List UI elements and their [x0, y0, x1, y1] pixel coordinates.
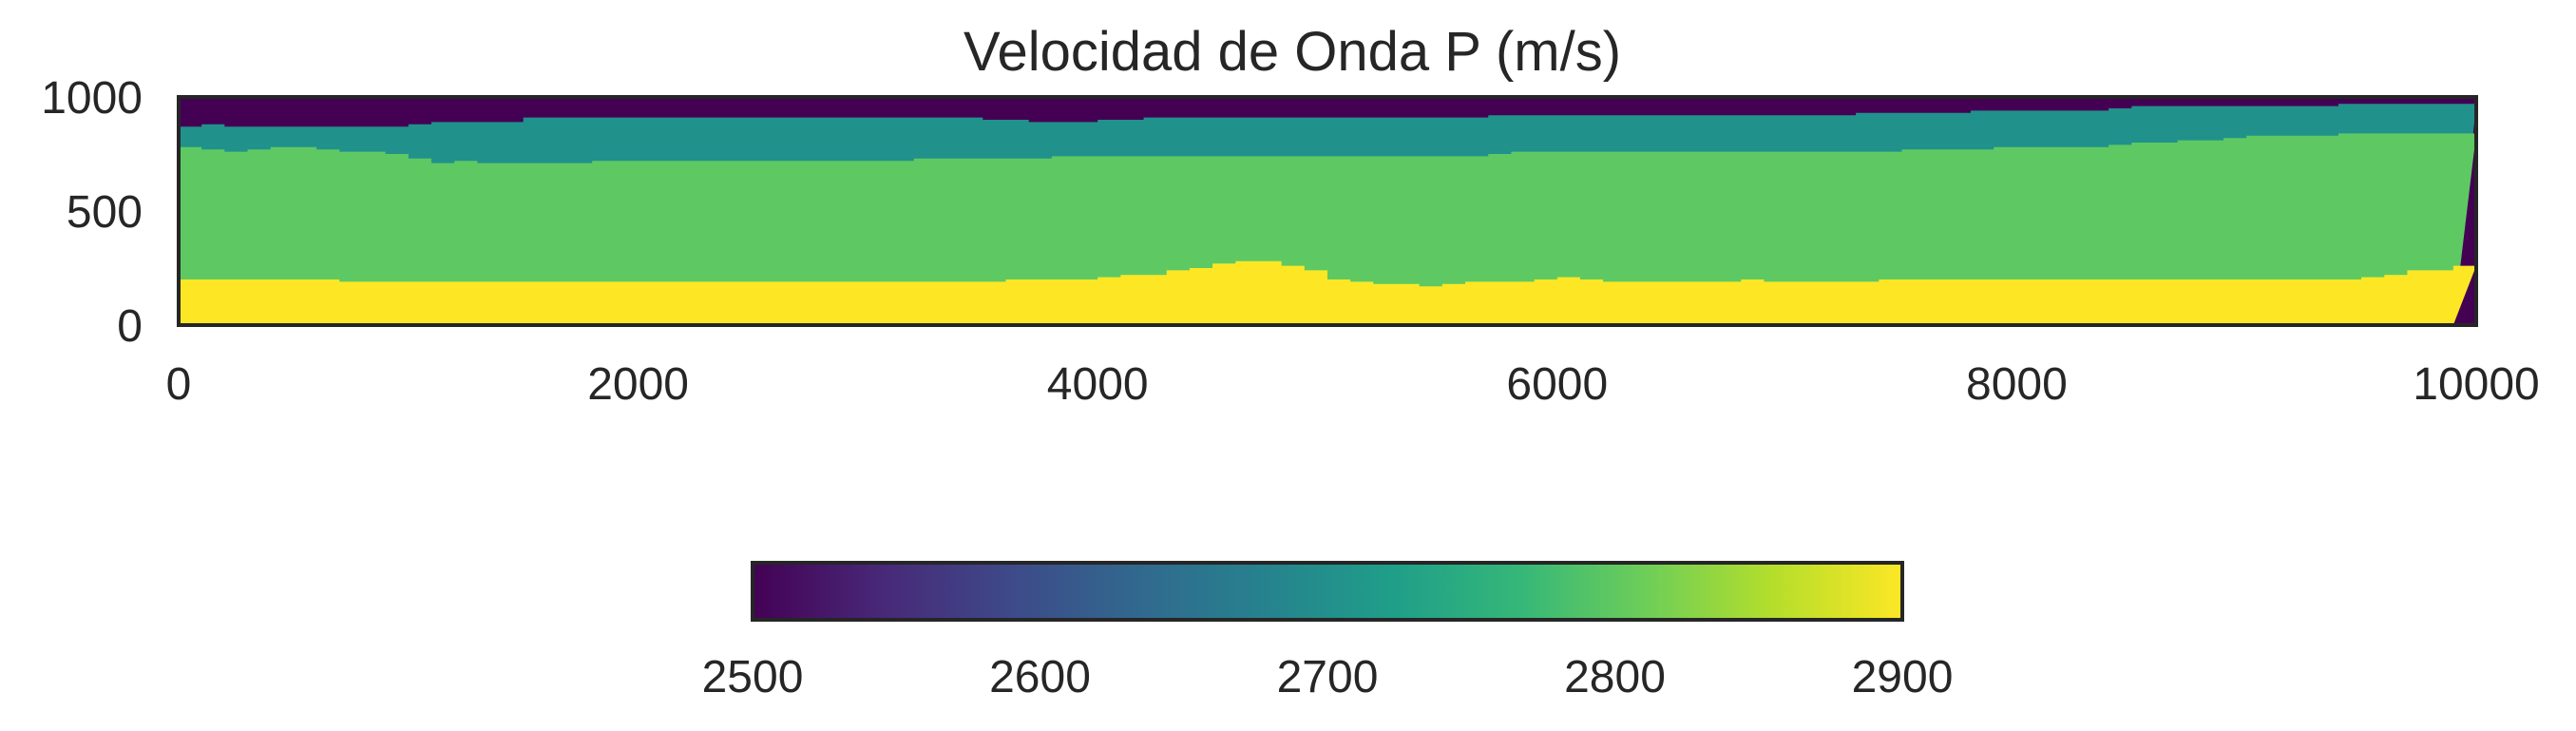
x-tick-label: 4000: [1047, 359, 1149, 410]
velocity-layers: [179, 97, 2476, 325]
colorbar-tick-label: 2700: [1277, 652, 1379, 702]
plot-frame: [177, 95, 2478, 327]
plot-area: [177, 95, 2478, 327]
velocity-layer-2: [179, 133, 2476, 325]
chart-title: Velocidad de Onda P (m/s): [964, 21, 1621, 83]
colorbar-tick-label: 2800: [1564, 652, 1666, 702]
x-tick-label: 0: [166, 359, 192, 410]
y-tick-label: 0: [117, 301, 143, 352]
x-axis-ticks: 0 2000 4000 6000 8000 10000: [166, 359, 2540, 410]
colorbar-gradient: [751, 561, 1904, 622]
x-tick-label: 2000: [587, 359, 689, 410]
colorbar-tick-label: 2600: [989, 652, 1091, 702]
colorbar-tick-label: 2500: [702, 652, 804, 702]
colorbar: 2500 2600 2700 2800 2900: [702, 561, 1954, 702]
x-tick-label: 8000: [1966, 359, 2068, 410]
x-tick-label: 10000: [2413, 359, 2539, 410]
y-tick-label: 1000: [41, 73, 143, 124]
x-tick-label: 6000: [1506, 359, 1608, 410]
y-axis-ticks: 0 500 1000: [41, 73, 143, 352]
colorbar-tick-label: 2900: [1852, 652, 1954, 702]
colorbar-ticks: 2500 2600 2700 2800 2900: [702, 652, 1954, 702]
y-tick-label: 500: [67, 187, 143, 238]
velocity-layer-1: [179, 260, 2476, 325]
